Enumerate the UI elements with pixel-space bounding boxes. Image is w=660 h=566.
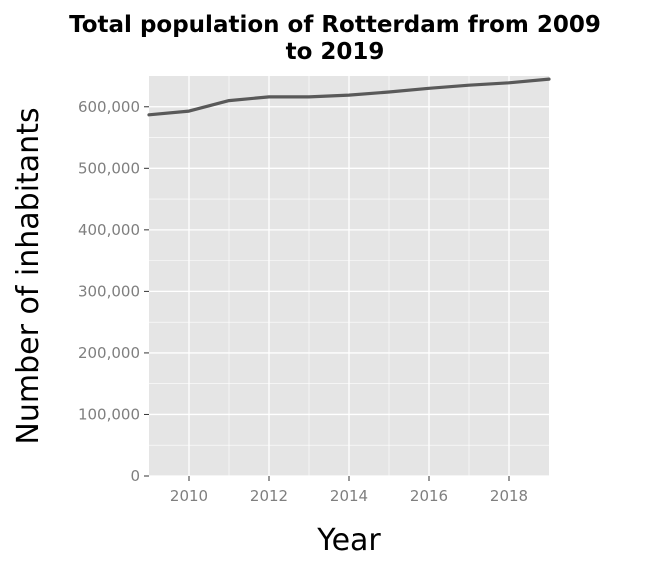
y-tick-label: 600,000 [78,98,140,116]
x-tick-label: 2012 [250,487,288,505]
series-group [147,77,551,117]
y-axis-title: Number of inhabitants [11,107,46,444]
series-line [147,77,551,117]
y-tick-label: 400,000 [78,221,140,239]
chart-title-line-2: to 2019 [286,39,385,65]
x-tick-label: 2010 [170,487,208,505]
x-tick-label: 2016 [410,487,448,505]
x-axis-title: Year [316,523,381,558]
y-tick-label: 300,000 [78,282,140,300]
x-axis: 2010 2012 2014 2016 2018 [170,476,528,505]
y-tick-label: 200,000 [78,344,140,362]
gridlines [149,76,549,477]
y-tick-label: 0 [130,467,140,485]
x-tick-label: 2018 [490,487,528,505]
y-tick-label: 100,000 [78,405,140,423]
y-tick-label: 500,000 [78,159,140,177]
y-axis: 0 100,000 200,000 300,000 400,000 500,000 600,… [78,98,149,485]
x-tick-label: 2014 [330,487,368,505]
chart-title-line-1: Total population of Rotterdam from 2009 [69,12,601,38]
